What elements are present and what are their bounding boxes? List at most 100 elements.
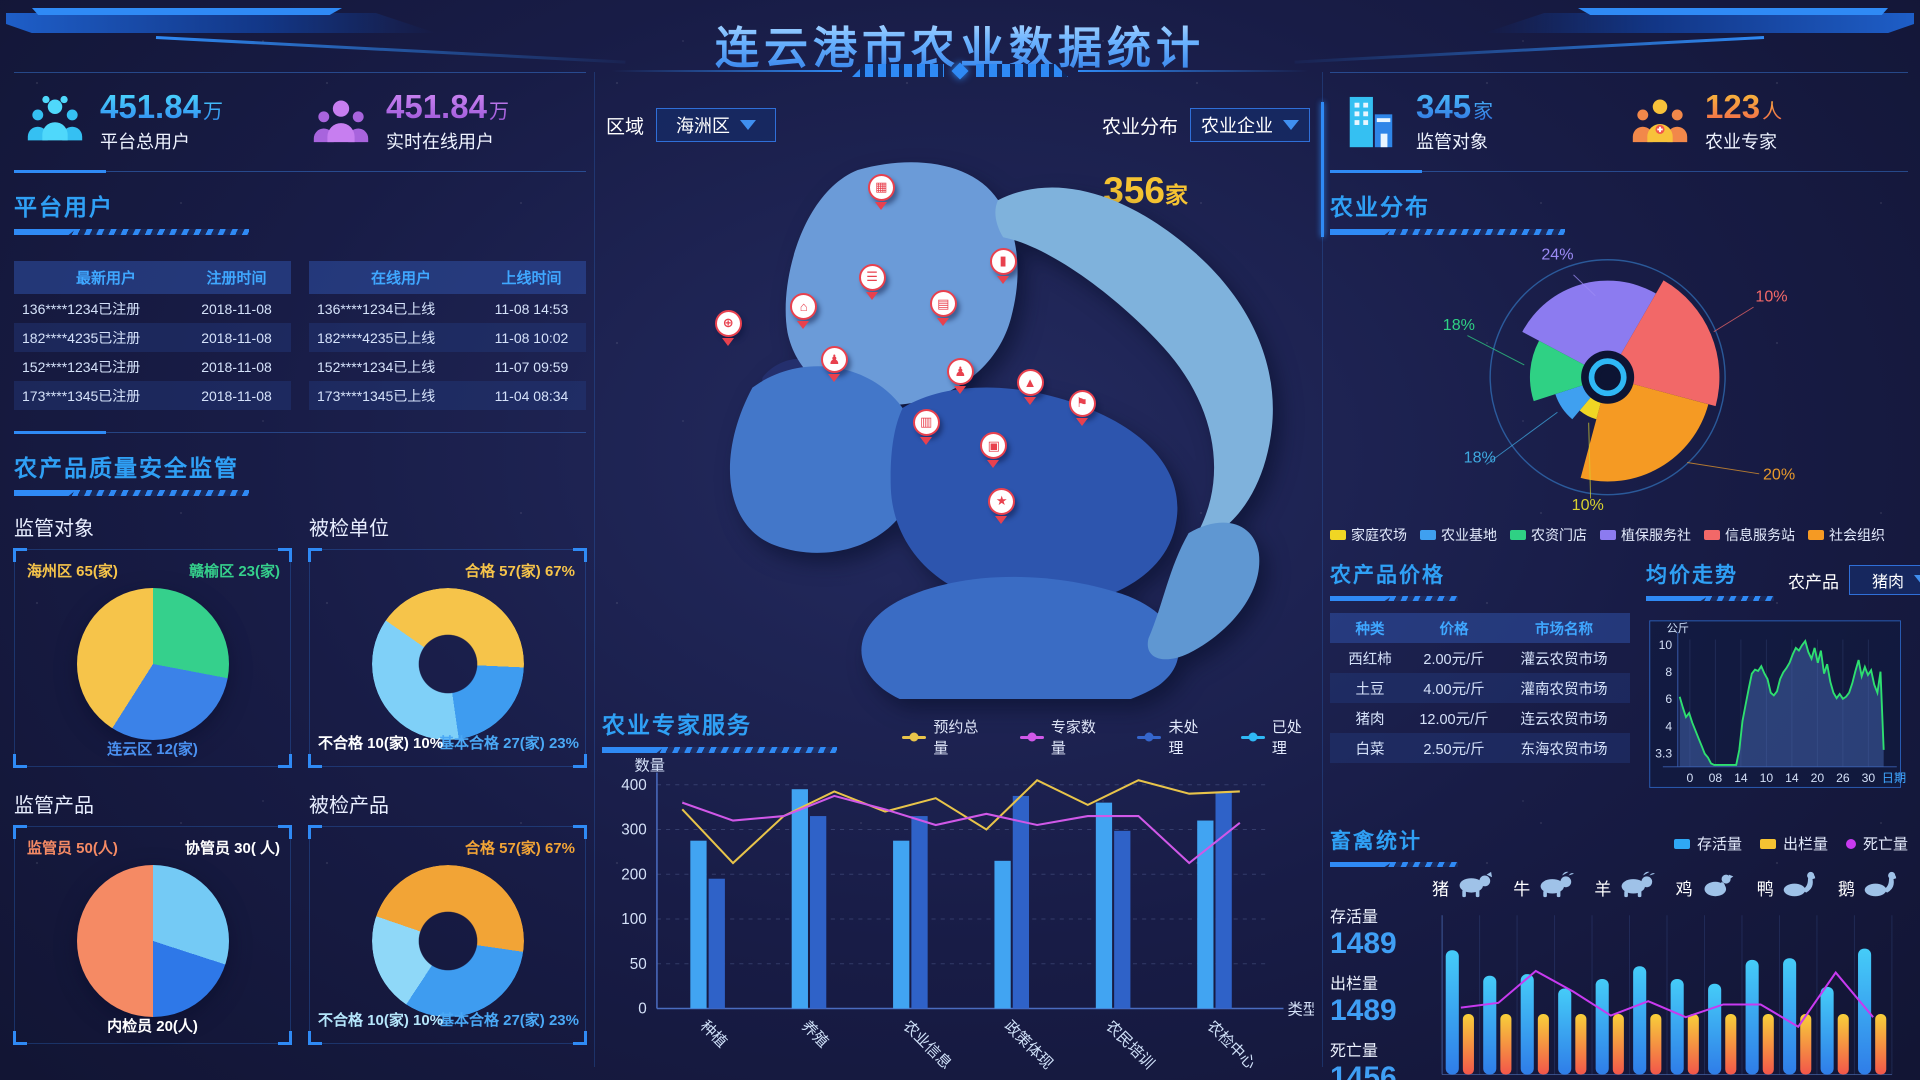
svg-text:20: 20 [1811,771,1825,785]
legend-swatch [1137,735,1162,739]
distribution-select[interactable]: 农业企业 [1190,108,1310,142]
region-select[interactable]: 海洲区 [656,108,777,142]
pie-label: 监管员 50(人) [27,840,118,857]
price-block: 农产品价格 种类 价格 市场名称 西红柿 2.00元/斤 灌云农贸市场 土豆 4.00元/斤灌… [1330,559,1630,799]
section-title: 农业分布 [1330,194,1430,220]
stat-supervise-targets: 345 家 监管对象 [1330,90,1619,155]
table-row: 182****4235已注册 2018-11-08 [14,323,291,352]
map-pin[interactable]: ▤ [929,290,958,330]
svg-text:6: 6 [1665,692,1672,706]
livestock-chart[interactable]: 010203040506070809101112 [1430,905,1904,1080]
table-row: 西红柿 2.00元/斤 灌云农贸市场 [1348,651,1608,668]
map-pin[interactable]: ⚑ [1068,389,1097,430]
map-pin-icon: ⊕ [714,309,742,337]
legend-item[interactable]: 已处理 [1240,716,1314,758]
pie-label: 不合格 10(家) 10% [318,1012,444,1029]
distribution-control: 农业分布 农业企业 [1102,108,1310,142]
legend-item[interactable]: 家庭农场 [1330,525,1407,545]
stat-value: 345 [1416,87,1472,125]
section-title: 农产品质量安全监管 [14,455,239,481]
table-row: 173****1345已上线 11-04 08:34 [309,381,586,410]
map-pin[interactable]: ▲ [1016,369,1045,409]
right-stats: 345 家 监管对象 123 人 农业专家 [1330,72,1908,173]
map-pin[interactable]: ▦ [867,173,896,214]
svg-text:10%: 10% [1572,496,1604,514]
svg-text:0: 0 [1687,771,1694,785]
section-underline [14,229,249,235]
header-emblem [612,62,1068,79]
legend-item[interactable]: 死亡量 [1845,833,1908,854]
legend-item[interactable]: 存活量 [1673,833,1742,854]
map-pin[interactable]: ♟ [820,346,849,386]
online-table: 在线用户 上线时间 136****1234已上线 11-08 14:53 182****… [309,261,586,410]
table-row: 种类 价格 市场名称 [1330,613,1630,643]
city-map[interactable]: ▦ ▮ ☰ ⌂ ⊕ ▤ ♟ ♟ ▲ ⚑ ▥ ▣ ★ [602,152,1314,704]
svg-text:10: 10 [1760,771,1774,785]
table-row: 白菜 2.50元/斤 东海农贸市场 [1330,733,1630,763]
table-row: 136****1234已上线 11-08 14:53 [317,300,569,317]
svg-text:300: 300 [621,822,646,839]
table-row: 152****1234已注册 2018-11-08 [22,358,272,375]
pie-label: 协管员 30( 人) [184,840,280,857]
svg-text:0: 0 [638,1001,646,1018]
stat-value: 123 [1705,87,1761,125]
legend-swatch [1330,530,1346,540]
map-pin[interactable]: ⌂ [790,292,818,333]
legend-swatch [1420,530,1436,540]
section-underline [1330,229,1565,235]
pie[interactable] [371,865,524,1018]
center-panel: 区域 海洲区 农业分布 农业企业 356家 [602,108,1318,1080]
map-pin[interactable]: ★ [988,487,1016,528]
legend-item[interactable]: 信息服务站 [1704,525,1795,545]
pie-label: 合格 57(家) 67% [464,563,575,580]
legend-item[interactable]: 农业基地 [1420,525,1497,545]
legend-item[interactable]: 未处理 [1137,716,1210,758]
section-title: 农业专家服务 [602,712,752,738]
svg-text:农民培训: 农民培训 [1102,1018,1157,1073]
left-panel: 451.84 万 平台总用户 451.84 万 实时在线用户 平台用户 最新用户 注册… [13,72,587,1045]
online-users-icon [312,95,370,149]
legend-item[interactable]: 社会组织 [1808,525,1885,545]
map-pin[interactable]: ▣ [980,432,1008,472]
stat-online-users: 451.84 万 实时在线用户 [300,90,586,155]
duck-icon [1779,871,1819,903]
legend-swatch [1600,530,1616,540]
distribution-value: 农业企业 [1201,116,1273,136]
price-trend-chart[interactable]: 10 8 6 4 3.3 公斤 0 08 14 10 14 20 26 30 日期 [1646,613,1920,799]
map-pin[interactable]: ⊕ [714,309,743,350]
pie-label: 赣榆区 23(家) [189,563,280,580]
pie[interactable] [76,865,229,1018]
pie[interactable] [76,588,229,741]
chart-title: 被检单位 [309,518,389,540]
agri-distribution-chart[interactable]: 24% 10% 20% 10% 18% 18% [1330,237,1908,525]
legend-item[interactable]: 专家数量 [1019,716,1108,758]
chart-card-checked-units: 被检单位 合格 57(家) 67% 基本合格 27(家) 23% 不合格 10(家)… [308,500,587,768]
donut-chart-checked-products: 合格 57(家) 67% 基本合格 27(家) 23% 不合格 10(家) 10% [308,825,587,1045]
map-pin[interactable]: ☰ [858,263,887,304]
map-pin-icon: ▦ [867,173,895,201]
pie[interactable] [371,588,524,741]
legend-item[interactable]: 植保服务社 [1600,525,1691,545]
stat-label: 平台总用户 [100,132,190,153]
table-row: 土豆 4.00元/斤 灌南农贸市场 [1330,673,1630,703]
legend-swatch [902,735,927,739]
svg-text:24%: 24% [1541,246,1573,264]
svg-text:政策体现: 政策体现 [1001,1018,1056,1073]
map-pin[interactable]: ♟ [946,358,975,398]
map-pin-icon: ▥ [912,408,940,436]
map-pin[interactable]: ▮ [989,247,1018,288]
product-select[interactable]: 猪肉 [1849,565,1920,595]
legend-item[interactable]: 出栏量 [1759,833,1828,854]
svg-text:18%: 18% [1464,448,1496,466]
svg-text:20%: 20% [1763,466,1795,484]
svg-text:14: 14 [1734,771,1748,785]
legend-swatch [1019,735,1044,739]
chart-card-supervise-targets: 监管对象 海州区 65(家) 赣榆区 23(家) 连云区 12(家) [13,500,292,768]
map-pin[interactable]: ▥ [912,408,941,449]
pie-label: 连云区 12(家) [107,741,198,758]
legend-item[interactable]: 预约总量 [902,716,990,758]
chevron-down-icon [1914,575,1920,585]
legend-item[interactable]: 农资门店 [1510,525,1587,545]
